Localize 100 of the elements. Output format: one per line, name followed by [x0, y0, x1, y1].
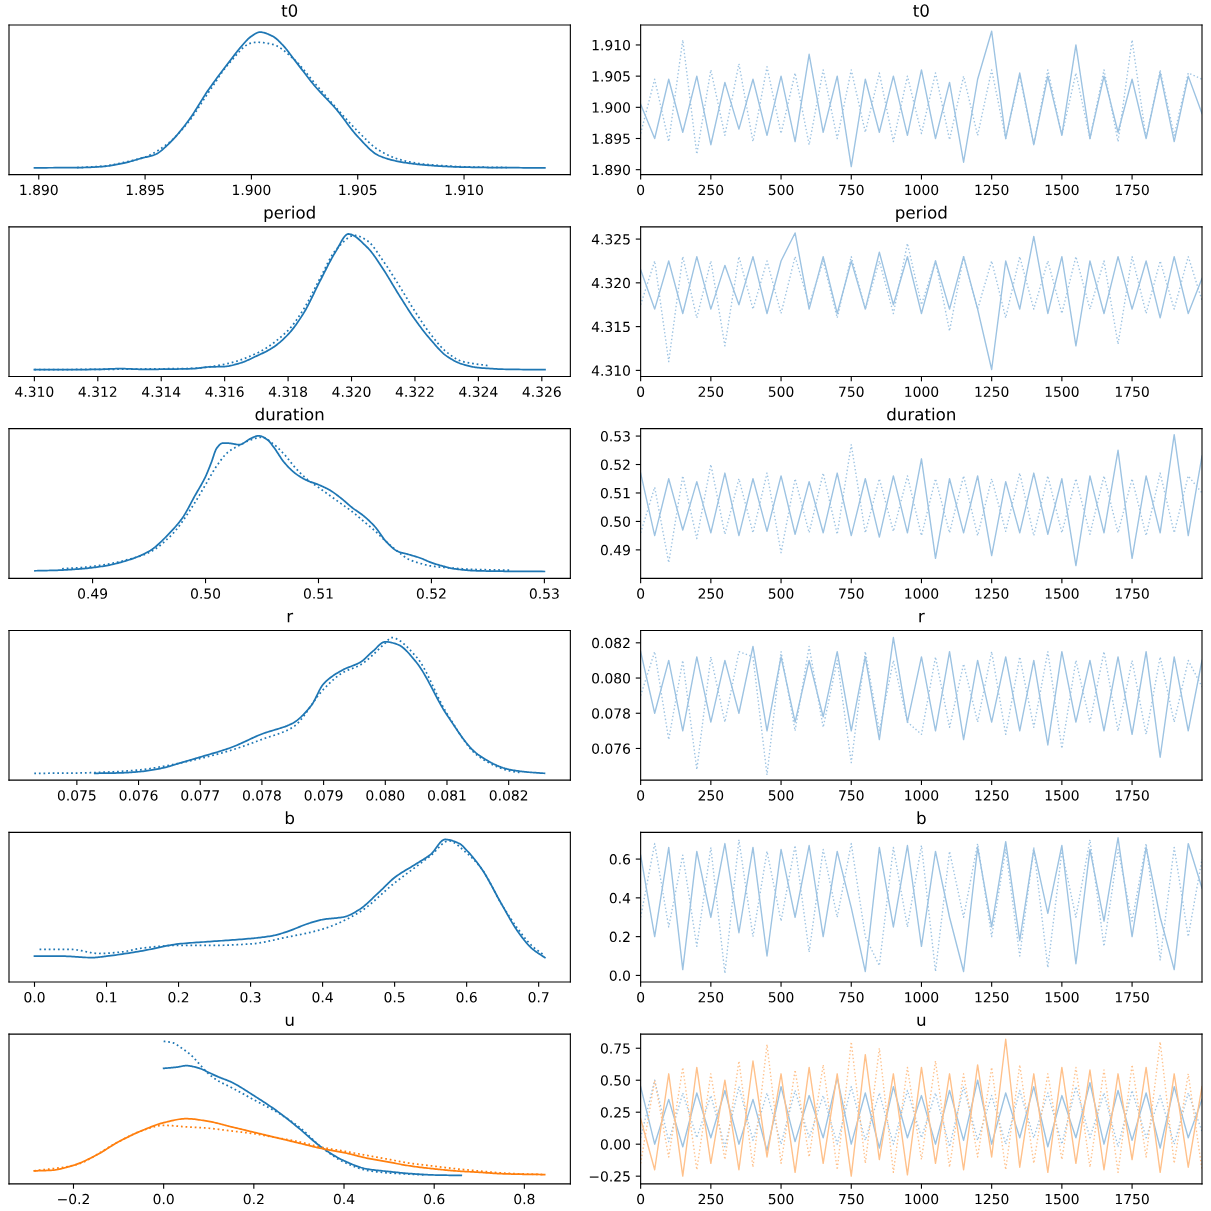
y-tick-label: 0.2	[609, 931, 630, 943]
x-tick-label: 1250	[975, 1193, 1009, 1205]
y-tick-label: 4.315	[591, 321, 630, 333]
y-tick-label: 0.50	[600, 1075, 630, 1086]
x-tick-label: 4.320	[332, 386, 371, 397]
x-tick-label: 250	[698, 184, 724, 196]
x-tick-label: 1750	[1115, 588, 1149, 599]
y-tick-label: 4.310	[591, 365, 630, 376]
x-tick-label: 0.075	[57, 790, 96, 801]
x-tick-label: 0.52	[416, 588, 446, 599]
chart-title: r	[287, 612, 294, 623]
x-tick-label: 1750	[1115, 991, 1149, 1003]
x-tick-label: 0.077	[181, 790, 219, 801]
x-tick-label: 500	[768, 184, 794, 196]
x-tick-label: 0.3	[240, 991, 261, 1003]
x-tick-label: 500	[768, 991, 794, 1003]
x-tick-label: 1500	[1045, 184, 1079, 196]
x-tick-label: 750	[839, 991, 864, 1003]
x-tick-label: 1.905	[339, 184, 377, 196]
x-tick-label: 4.314	[142, 386, 181, 397]
x-tick-label: 1250	[975, 386, 1009, 397]
x-tick-label: 1750	[1115, 790, 1149, 801]
x-tick-label: 750	[839, 790, 864, 801]
y-tick-label: 4.325	[591, 234, 630, 245]
x-tick-label: 0.49	[78, 588, 108, 599]
x-tick-label: 500	[768, 386, 794, 397]
x-tick-label: 1500	[1045, 991, 1079, 1003]
x-tick-label: 1250	[975, 991, 1009, 1003]
x-tick-label: 4.324	[459, 386, 498, 397]
x-tick-label: 1.890	[20, 184, 58, 196]
x-tick-label: 0.6	[424, 1193, 445, 1205]
chart-title: t0	[281, 4, 298, 17]
y-tick-label: 0.6	[609, 854, 631, 865]
x-tick-label: 1000	[905, 790, 939, 801]
x-tick-label: 0.2	[243, 1193, 264, 1205]
y-tick-label: −0.25	[589, 1171, 630, 1182]
x-tick-label: 750	[839, 184, 864, 196]
y-tick-label: 1.900	[592, 102, 630, 113]
x-tick-label: 1.900	[233, 184, 271, 196]
y-tick-label: 0.00	[600, 1139, 630, 1150]
x-tick-label: 750	[839, 588, 864, 599]
y-tick-label: 0.0	[609, 970, 630, 981]
x-tick-label: 250	[698, 386, 724, 397]
y-tick-label: 0.082	[592, 637, 630, 649]
x-tick-label: 1000	[905, 184, 939, 196]
x-tick-label: 1750	[1115, 184, 1149, 196]
x-tick-label: 0.0	[153, 1193, 174, 1205]
x-tick-label: 0.4	[333, 1193, 355, 1205]
chart-title: u	[917, 1016, 926, 1027]
x-tick-label: 0.5	[384, 991, 405, 1003]
chart-title: period	[264, 205, 315, 222]
x-tick-label: 0	[637, 588, 645, 599]
x-tick-label: 0.53	[529, 588, 559, 599]
y-tick-label: 0.75	[600, 1043, 630, 1054]
x-tick-label: 1500	[1045, 790, 1079, 801]
x-tick-label: 0	[637, 991, 645, 1003]
x-tick-label: 4.316	[205, 386, 244, 397]
x-tick-label: 4.310	[15, 386, 54, 397]
chart-title: t0	[913, 4, 929, 17]
x-tick-label: 0.2	[168, 991, 189, 1003]
x-tick-label: 0	[637, 386, 645, 397]
y-tick-label: 0.51	[600, 487, 630, 499]
x-tick-label: 1750	[1115, 1193, 1149, 1205]
y-tick-label: 1.895	[592, 133, 630, 144]
x-tick-label: 0.8	[514, 1193, 535, 1205]
x-tick-label: 0.6	[456, 991, 477, 1003]
x-tick-label: 0	[637, 1193, 645, 1205]
x-tick-label: 1.895	[126, 184, 164, 196]
x-tick-label: 1000	[905, 1193, 939, 1205]
y-tick-label: 1.910	[592, 39, 630, 51]
x-tick-label: 0.7	[528, 991, 549, 1003]
line-series	[640, 30, 1202, 168]
chart-title: u	[285, 1016, 294, 1027]
x-tick-label: 500	[768, 1193, 794, 1205]
x-tick-label: −0.2	[58, 1193, 89, 1205]
x-tick-label: 0.079	[304, 790, 343, 801]
x-tick-label: 750	[839, 386, 864, 397]
x-tick-label: 0.082	[489, 790, 528, 801]
x-tick-label: 0.078	[242, 790, 281, 801]
x-tick-label: 4.326	[522, 386, 561, 397]
x-tick-label: 0.1	[96, 991, 117, 1003]
y-tick-label: 1.890	[592, 164, 630, 176]
x-tick-label: 500	[768, 588, 794, 599]
chart-title: duration	[887, 407, 955, 421]
x-tick-label: 250	[698, 588, 724, 599]
chart-title: b	[917, 811, 926, 825]
x-tick-label: 750	[839, 1193, 864, 1205]
y-tick-label: 0.076	[592, 743, 631, 754]
x-tick-label: 0.076	[119, 790, 158, 801]
x-tick-label: 1250	[975, 588, 1009, 599]
x-tick-label: 1.910	[445, 184, 483, 196]
x-tick-label: 0.4	[312, 991, 333, 1003]
x-tick-label: 1500	[1045, 588, 1079, 599]
x-tick-label: 1000	[905, 588, 939, 599]
y-tick-label: 4.320	[591, 277, 630, 289]
x-tick-label: 0	[637, 184, 645, 196]
x-tick-label: 1500	[1045, 386, 1079, 397]
x-tick-label: 4.318	[268, 386, 308, 397]
x-tick-label: 0	[637, 790, 645, 801]
x-tick-label: 0.51	[303, 588, 333, 599]
